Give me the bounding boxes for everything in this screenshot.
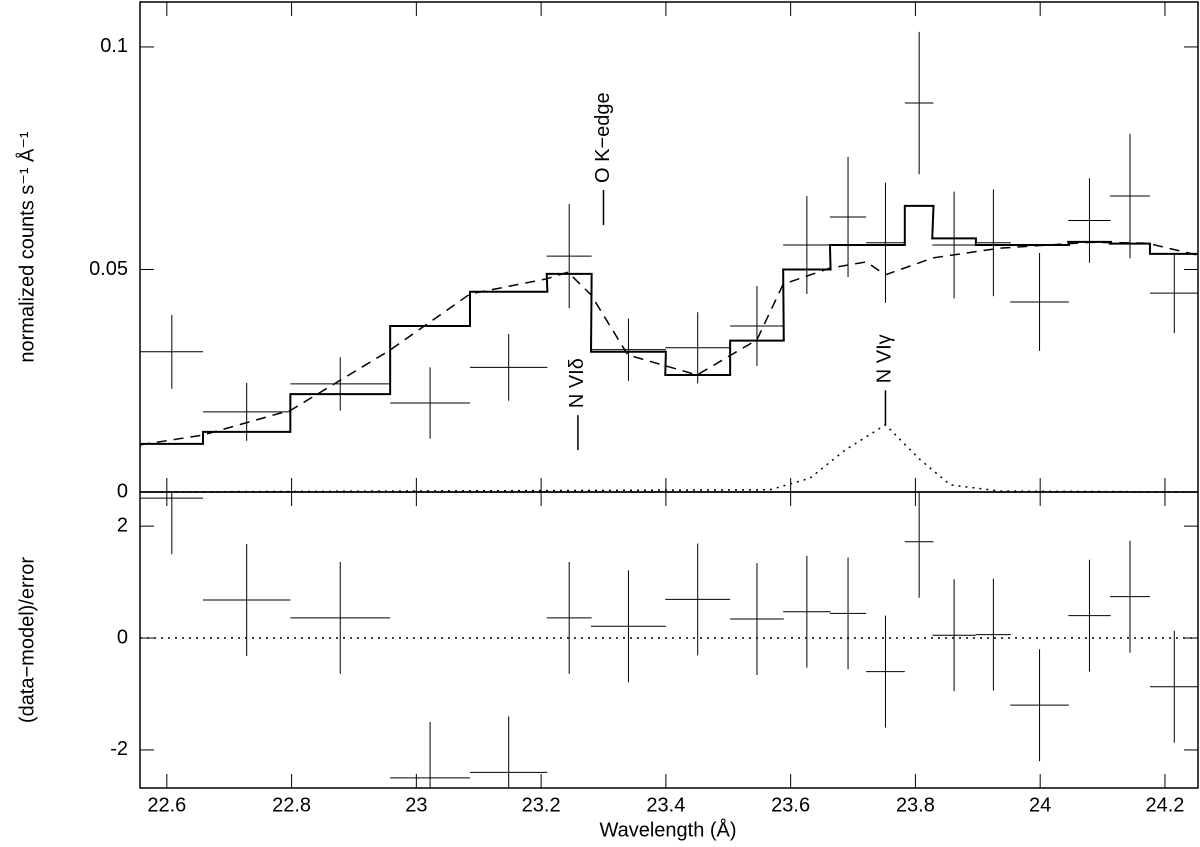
x-tick-label: 24 [1029,794,1051,816]
y-tick-label: 0.1 [100,35,128,57]
continuum [140,241,1198,446]
residual-panel [140,492,1198,788]
annotation-label: N VIγ [874,334,896,383]
x-tick-label: 23.2 [522,794,561,816]
y-tick-label: 2 [117,514,128,536]
y-axis-label: normalized counts s⁻¹ Å⁻¹ [15,131,38,363]
y-tick-label: 0.05 [89,258,128,280]
x-tick-label: 23 [405,794,427,816]
y-axis-label: (data−model)/error [16,557,38,724]
x-tick-label: 23.6 [771,794,810,816]
x-tick-label: 22.8 [272,794,311,816]
y-tick-label: 0 [117,480,128,502]
x-tick-label: 24.2 [1145,794,1184,816]
frame-top [139,1,1199,493]
model-step [140,204,1198,445]
x-tick-label: 23.8 [896,794,935,816]
spectrum-panel [140,31,1198,492]
annotation-label: O K−edge [592,92,614,183]
y-tick-label: 0 [117,626,128,648]
x-tick-label: 22.6 [147,794,186,816]
x-axis-label: Wavelength (Å) [599,818,736,841]
frame-bottom [139,491,1199,789]
annotation-label: N VIδ [566,358,588,408]
y-tick-label: -2 [110,738,128,760]
line-profile [140,423,1198,492]
x-tick-label: 23.4 [646,794,685,816]
